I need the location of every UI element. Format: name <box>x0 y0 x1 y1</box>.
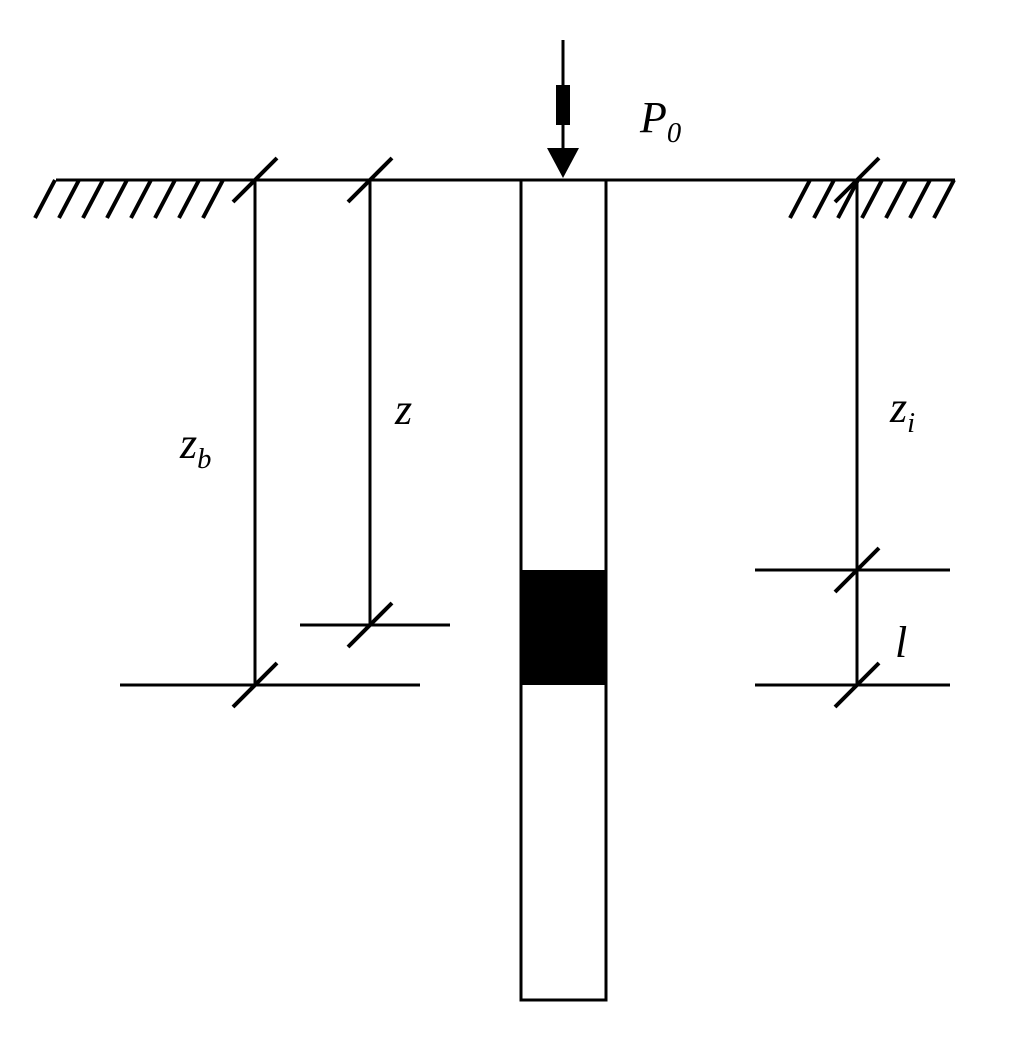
label-z: z <box>395 384 412 435</box>
label-zb-base: z <box>180 419 197 468</box>
label-zi-base: z <box>890 383 907 432</box>
label-zb-sub: b <box>197 444 211 475</box>
label-p0-base: P <box>640 93 667 142</box>
diagram-svg <box>0 0 1013 1044</box>
label-zi: zi <box>890 382 915 440</box>
label-l: l <box>895 617 907 668</box>
label-zi-sub: i <box>907 408 915 439</box>
label-l-base: l <box>895 618 907 667</box>
label-p0-sub: 0 <box>667 118 681 149</box>
label-z-base: z <box>395 385 412 434</box>
diagram-root: P0zbzzil <box>0 0 1013 1044</box>
label-zb: zb <box>180 418 211 476</box>
label-p0: P0 <box>640 92 681 150</box>
